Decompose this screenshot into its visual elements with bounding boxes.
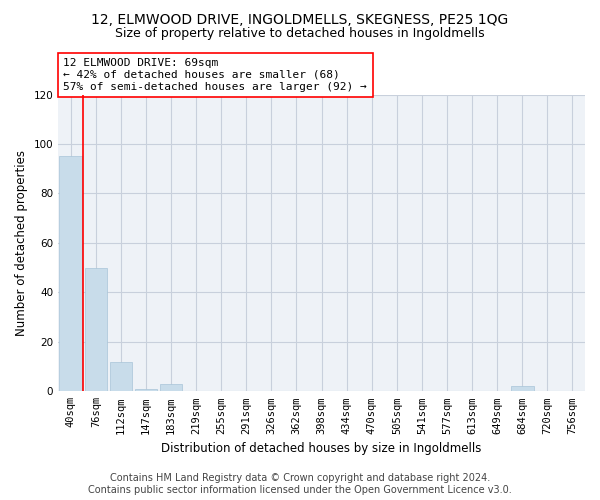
Text: Size of property relative to detached houses in Ingoldmells: Size of property relative to detached ho… — [115, 28, 485, 40]
Bar — [85, 268, 107, 392]
Bar — [110, 362, 132, 392]
Y-axis label: Number of detached properties: Number of detached properties — [15, 150, 28, 336]
X-axis label: Distribution of detached houses by size in Ingoldmells: Distribution of detached houses by size … — [161, 442, 482, 455]
Bar — [134, 389, 157, 392]
Text: 12 ELMWOOD DRIVE: 69sqm
← 42% of detached houses are smaller (68)
57% of semi-de: 12 ELMWOOD DRIVE: 69sqm ← 42% of detache… — [64, 58, 367, 92]
Bar — [511, 386, 533, 392]
Text: 12, ELMWOOD DRIVE, INGOLDMELLS, SKEGNESS, PE25 1QG: 12, ELMWOOD DRIVE, INGOLDMELLS, SKEGNESS… — [91, 12, 509, 26]
Bar — [59, 156, 82, 392]
Text: Contains HM Land Registry data © Crown copyright and database right 2024.
Contai: Contains HM Land Registry data © Crown c… — [88, 474, 512, 495]
Bar — [160, 384, 182, 392]
